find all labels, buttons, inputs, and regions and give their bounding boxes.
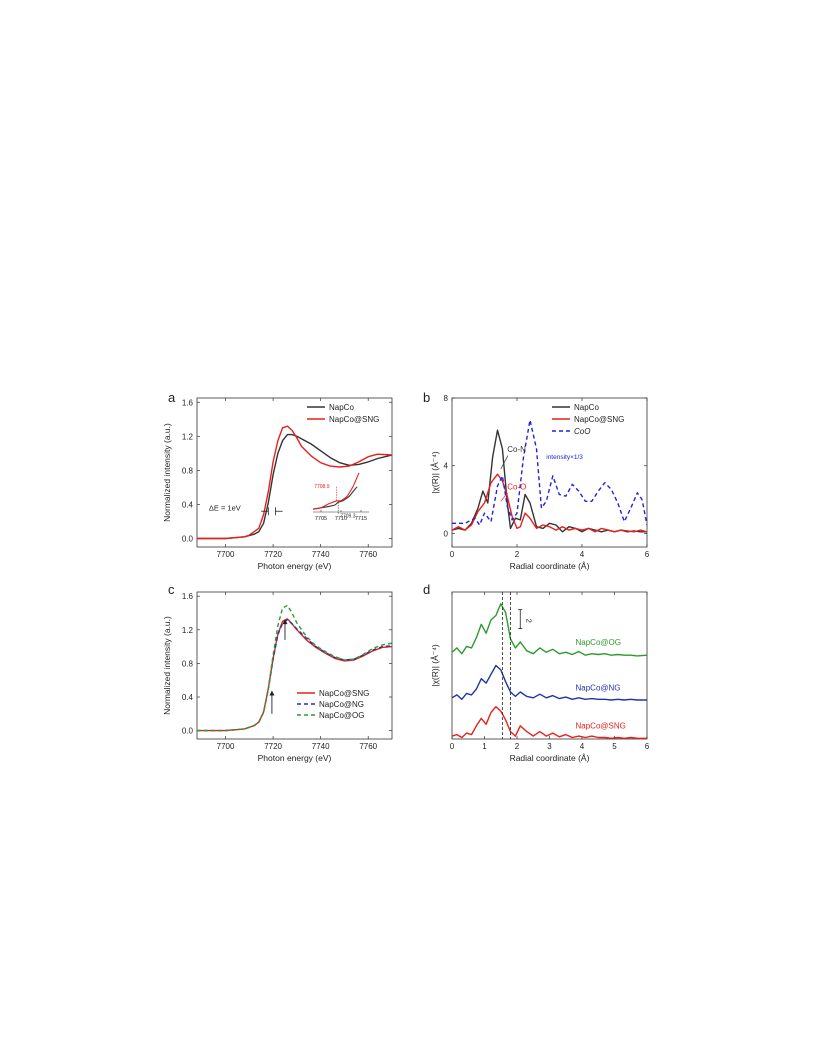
x-tick-label: 1 <box>482 742 487 751</box>
scale-bar-label: 2 <box>524 619 533 623</box>
x-tick-label: 7700 <box>217 742 235 751</box>
annotation-pointer <box>500 492 509 502</box>
legend-label: CoO <box>574 427 590 436</box>
inset-background <box>313 470 369 512</box>
y-tick-label: 8 <box>444 394 449 403</box>
series-line-napco-ng <box>452 664 647 701</box>
panel-letter-b: b <box>423 390 430 405</box>
inset-x-tick-label: 7715 <box>355 516 367 522</box>
x-tick-label: 0 <box>450 742 455 751</box>
arrow-head <box>269 690 275 696</box>
y-tick-label: 0.8 <box>182 659 194 668</box>
series-group <box>197 604 392 732</box>
y-tick-label: 0.0 <box>182 534 194 543</box>
series-group <box>452 419 647 533</box>
legend-label: NapCo@SNG <box>574 415 624 424</box>
panel-letter-a: a <box>168 390 176 405</box>
series-line-napco-og <box>452 603 647 657</box>
y-tick-label: 1.6 <box>182 398 194 407</box>
plot-frame <box>451 397 648 548</box>
panel-letter-c: c <box>168 582 175 597</box>
inset-x-tick-label: 7710 <box>335 516 347 522</box>
panel-c: c 7700 7720 7740 7760 0.0 0.4 0.8 1.2 1.6 Photon e… <box>162 582 393 763</box>
legend-label: NapCo@SNG <box>329 415 379 424</box>
x-tick-label: 7700 <box>217 550 235 559</box>
x-tick-label: 0 <box>450 550 455 559</box>
inset-label: 7708.9 <box>314 484 330 490</box>
panel-d: d 0 1 2 3 4 5 6 Radial coordinate (Å) |χ(R)| (Å⁻⁴… <box>423 582 650 763</box>
series-line-napco-og <box>197 604 392 732</box>
annotation-intensity: intensity×1/3 <box>546 454 583 461</box>
y-axis-label: |χ(R)| (Å⁻⁴) <box>430 644 440 687</box>
x-axis-label: Radial coordinate (Å) <box>510 561 590 571</box>
inset-label: 7709.3 <box>340 514 356 520</box>
x-tick-label: 4 <box>580 550 585 559</box>
legend-label: NapCo <box>329 403 354 412</box>
panel-b: b 0 2 4 6 0 4 8 Radial coordinate (Å) |χ(R)| (Å⁻⁴… <box>423 390 650 571</box>
x-tick-label: 6 <box>645 550 650 559</box>
annotation-co-n: Co-N <box>507 445 526 454</box>
x-tick-label: 7720 <box>264 742 282 751</box>
x-tick-label: 4 <box>580 742 585 751</box>
x-tick-label: 7760 <box>359 550 377 559</box>
series-label: NapCo@OG <box>576 638 621 647</box>
x-tick-label: 3 <box>547 742 552 751</box>
x-axis-label: Photon energy (eV) <box>258 753 332 763</box>
plot-frame <box>196 397 393 548</box>
y-tick-label: 1.2 <box>182 432 194 441</box>
arrow-head <box>282 619 288 625</box>
x-tick-label: 6 <box>645 742 650 751</box>
y-axis-label: Normalized intensity (a.u.) <box>162 423 172 522</box>
x-axis-label: Photon energy (eV) <box>258 561 332 571</box>
x-tick-label: 2 <box>515 742 520 751</box>
inset-x-tick-label: 7705 <box>315 516 327 522</box>
series-group <box>197 425 392 540</box>
panel-letter-d: d <box>423 582 430 597</box>
x-tick-label: 7740 <box>312 550 330 559</box>
y-tick-label: 0.8 <box>182 466 194 475</box>
plot-frame <box>451 591 648 740</box>
inset: 7705 7710 7715 7708.9 7709.3 <box>312 470 369 522</box>
plot-frame <box>196 591 393 740</box>
y-tick-label: 0.0 <box>182 727 194 736</box>
legend-label: NapCo <box>574 403 599 412</box>
annotation-pointer <box>500 455 509 470</box>
x-tick-label: 5 <box>612 742 617 751</box>
inset-series-line <box>312 472 360 510</box>
y-tick-label: 0.4 <box>182 500 194 509</box>
series-line-coo <box>452 419 647 526</box>
series-label: NapCo@SNG <box>576 722 626 731</box>
annotation-co-o: Co-O <box>507 482 526 491</box>
legend-label: NapCo@NG <box>319 700 364 709</box>
x-tick-label: 7760 <box>359 742 377 751</box>
legend-label: NapCo@SNG <box>319 689 369 698</box>
y-tick-label: 0 <box>444 529 449 538</box>
y-tick-label: 1.6 <box>182 592 194 601</box>
y-axis-label: Normalized intensity (a.u.) <box>162 616 172 715</box>
y-axis-label: |χ(R)| (Å⁻⁴) <box>430 451 440 494</box>
y-tick-label: 1.2 <box>182 626 194 635</box>
series-group <box>452 603 647 739</box>
series-line-napco <box>452 429 647 533</box>
delta-e-label: ΔE = 1eV <box>209 503 241 512</box>
series-line-napco-sng <box>452 473 647 533</box>
panel-a: a 7700 7720 7740 7760 0.0 0.4 0.8 1.2 1.6 Photon e… <box>162 390 393 571</box>
y-tick-label: 0.4 <box>182 693 194 702</box>
series-line-napco-sng <box>197 425 392 540</box>
y-tick-label: 4 <box>444 462 449 471</box>
series-label: NapCo@NG <box>576 683 621 692</box>
x-tick-label: 7720 <box>264 550 282 559</box>
x-axis-label: Radial coordinate (Å) <box>510 753 590 763</box>
x-tick-label: 7740 <box>312 742 330 751</box>
x-tick-label: 2 <box>515 550 520 559</box>
series-line-napco-sng <box>452 706 647 739</box>
legend-label: NapCo@OG <box>319 711 364 720</box>
